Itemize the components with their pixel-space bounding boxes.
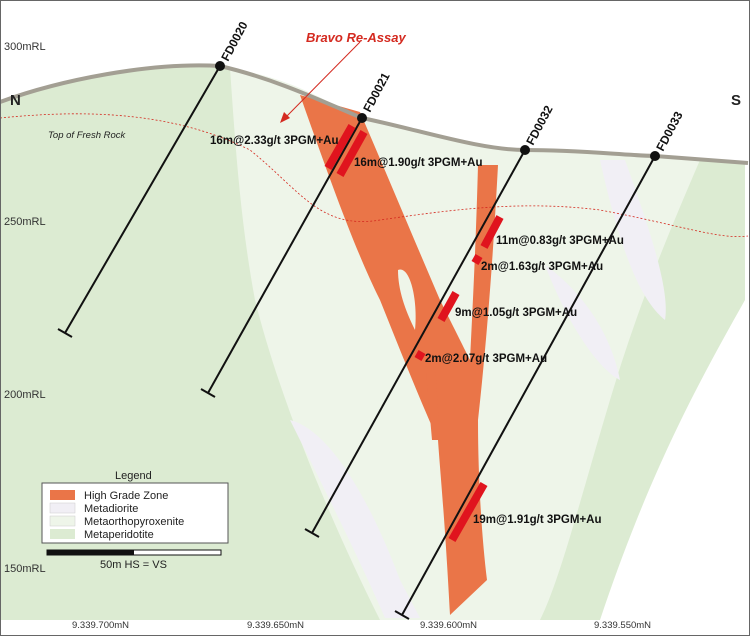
annotation-arrow	[284, 41, 361, 119]
drill-trace	[64, 65, 221, 334]
hole-end	[394, 610, 410, 620]
drill-trace	[207, 117, 363, 394]
intercept-label: 11m@0.83g/t 3PGM+Au	[496, 235, 624, 247]
elevation-label: 300mRL	[4, 41, 46, 53]
intercept-label: 2m@2.07g/t 3PGM+Au	[425, 353, 547, 365]
direction: N	[10, 92, 21, 109]
intercept-bar	[336, 130, 368, 177]
legend-swatch	[49, 502, 76, 514]
legend: Legend High Grade Zone Metadiorite Metao…	[41, 470, 229, 571]
intercept-bar	[480, 215, 504, 249]
drill-trace	[311, 149, 526, 534]
hole-end	[200, 388, 216, 398]
hole-end	[57, 328, 73, 338]
legend-label: Metaorthopyroxenite	[84, 516, 184, 528]
elevation-label: 200mRL	[4, 389, 46, 401]
metadiorite	[290, 420, 420, 618]
annotation: Bravo Re-Assay	[306, 30, 406, 45]
legend-label: Metaperidotite	[84, 529, 154, 541]
hole-end	[304, 528, 320, 538]
intercept-bar	[437, 291, 460, 322]
legend-title: Legend	[115, 470, 152, 482]
elevation-label: 250mRL	[4, 216, 46, 228]
legend-swatch	[49, 515, 76, 527]
legend-label: High Grade Zone	[84, 490, 168, 502]
intercept-bar	[414, 350, 426, 361]
collar	[650, 151, 660, 161]
legend-label: Metadiorite	[84, 503, 138, 515]
collar	[215, 61, 225, 71]
high-grade-zone	[425, 360, 440, 440]
intercept-bar	[448, 482, 488, 542]
intercept-label: 9m@1.05g/t 3PGM+Au	[455, 307, 577, 319]
easting-label: 9.339.600mN	[420, 620, 477, 631]
metadiorite	[600, 160, 666, 320]
intercept-bar	[324, 124, 356, 170]
intercept-bar	[471, 254, 483, 265]
arrow-head	[280, 112, 290, 123]
metadiorite	[545, 265, 620, 380]
intercept-bars	[324, 124, 504, 542]
collar	[357, 113, 367, 123]
intercept-label: 19m@1.91g/t 3PGM+Au	[473, 514, 602, 526]
scale-label: 50m HS = VS	[100, 559, 167, 571]
legend-swatch	[50, 490, 75, 500]
annotation: Top of Fresh Rock	[48, 130, 127, 141]
intercept-label: 16m@2.33g/t 3PGM+Au	[210, 135, 339, 147]
scale-bar-fill	[47, 550, 134, 555]
drill-trace	[401, 155, 656, 616]
easting-label: 9.339.700mN	[72, 620, 129, 631]
easting-label: 9.339.550mN	[594, 620, 651, 631]
elevation-label: 150mRL	[4, 563, 46, 575]
intercept-label: 16m@1.90g/t 3PGM+Au	[354, 157, 483, 169]
high-grade-zone	[300, 95, 498, 615]
legend-swatch	[50, 529, 75, 539]
easting-label: 9.339.650mN	[247, 620, 304, 631]
drill-holes	[57, 61, 660, 620]
inlier	[398, 269, 416, 330]
intercept-label: 2m@1.63g/t 3PGM+Au	[481, 261, 603, 273]
collar	[520, 145, 530, 155]
direction: S	[731, 92, 741, 109]
